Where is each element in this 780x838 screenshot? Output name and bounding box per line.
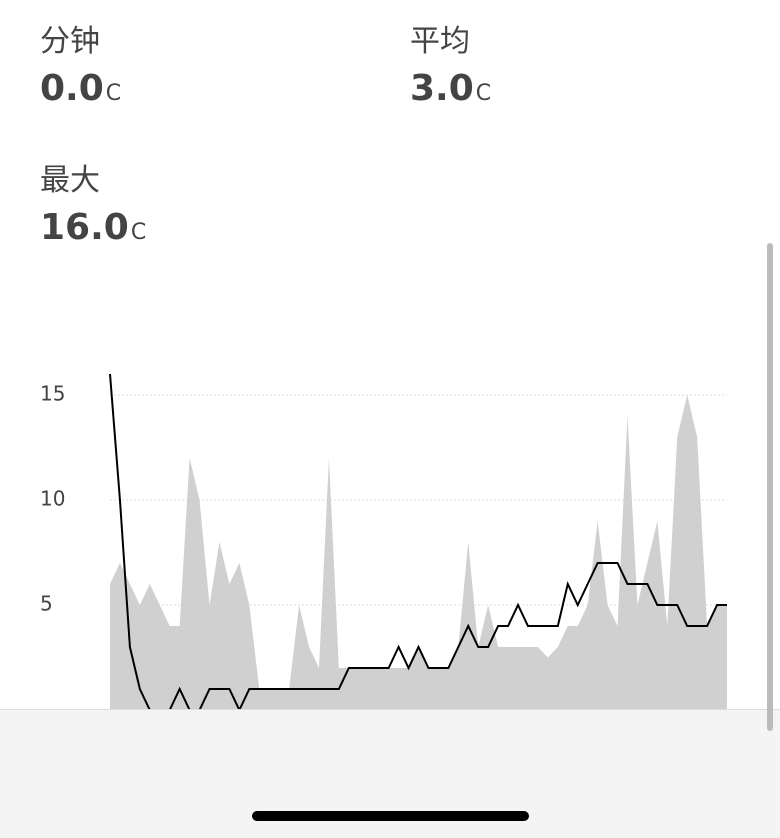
line bbox=[109, 373, 727, 713]
y-tick-label: 10 bbox=[40, 487, 65, 511]
y-tick-label: 15 bbox=[40, 382, 65, 406]
stat-avg: 平均 3.0C bbox=[410, 16, 491, 109]
value: 16.0 bbox=[40, 207, 129, 248]
unit: C bbox=[475, 81, 492, 106]
area bbox=[110, 395, 727, 710]
stat-label: 分钟 bbox=[40, 24, 100, 59]
stat-value: 16.0C bbox=[40, 207, 146, 248]
y-tick-label: 5 bbox=[40, 592, 53, 616]
value: 3.0 bbox=[410, 68, 474, 109]
home-indicator bbox=[252, 811, 529, 821]
stat-label: 平均 bbox=[410, 24, 470, 59]
unit: C bbox=[105, 81, 122, 106]
stat-min: 分钟 0.0C bbox=[40, 16, 121, 109]
value: 0.0 bbox=[40, 68, 104, 109]
stat-value: 3.0C bbox=[410, 68, 491, 109]
stat-value: 0.0C bbox=[40, 68, 121, 109]
unit: C bbox=[130, 220, 147, 245]
stat-label: 最大 bbox=[40, 163, 100, 198]
stat-max: 最大 16.0C bbox=[40, 155, 146, 248]
scrollbar bbox=[767, 243, 773, 731]
